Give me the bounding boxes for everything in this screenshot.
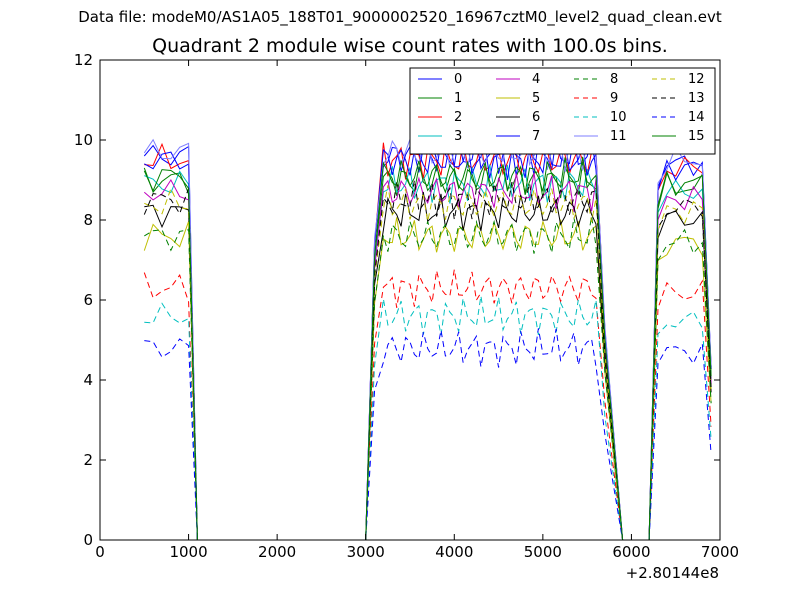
legend-label-10: 10 [610, 110, 627, 125]
series-line-0 [143, 136, 712, 541]
legend-label-3: 3 [454, 129, 462, 144]
chart-title: Quadrant 2 module wise count rates with … [152, 35, 668, 57]
legend-label-11: 11 [610, 129, 627, 144]
x-tick-label: 5000 [524, 543, 562, 561]
series-line-10 [144, 295, 712, 541]
legend-label-15: 15 [688, 129, 705, 144]
series-line-8 [144, 216, 712, 541]
x-offset-label: +2.80144e8 [626, 564, 719, 582]
legend-label-0: 0 [454, 72, 462, 87]
series-line-11 [143, 133, 712, 541]
legend-label-7: 7 [532, 129, 540, 144]
legend-label-6: 6 [532, 110, 540, 125]
legend-label-14: 14 [688, 110, 705, 125]
legend-label-12: 12 [688, 72, 705, 87]
series-line-2 [144, 142, 712, 541]
series-line-1 [143, 162, 712, 541]
y-tick-label: 12 [74, 51, 93, 69]
series-line-15 [143, 156, 712, 541]
x-tick-label: 2000 [258, 543, 296, 561]
legend-label-8: 8 [610, 72, 618, 87]
y-tick-label: 4 [83, 371, 93, 389]
x-tick-label: 6000 [612, 543, 650, 561]
series-line-6 [144, 191, 712, 541]
legend-label-9: 9 [610, 91, 618, 106]
series-line-14 [144, 328, 712, 541]
legend-label-4: 4 [532, 72, 540, 87]
y-tick-label: 0 [83, 531, 93, 549]
series-line-7 [144, 140, 712, 541]
x-tick-label: 3000 [347, 543, 385, 561]
x-tick-label: 0 [95, 543, 105, 561]
x-tick-label: 1000 [169, 543, 207, 561]
series-line-12 [144, 185, 712, 541]
legend-label-5: 5 [532, 91, 540, 106]
figure-suptitle: Data file: modeM0/AS1A05_188T01_90000025… [78, 8, 722, 26]
y-tick-label: 2 [83, 451, 93, 469]
legend-box [409, 67, 716, 155]
series-line-5 [143, 217, 712, 541]
series-line-9 [143, 269, 712, 541]
legend-label-13: 13 [688, 91, 705, 106]
legend-label-2: 2 [454, 110, 462, 125]
y-tick-label: 10 [74, 131, 93, 149]
x-tick-label: 4000 [435, 543, 473, 561]
x-tick-label: 7000 [701, 543, 739, 561]
series-line-4 [143, 172, 712, 541]
series-layer [143, 133, 712, 541]
series-line-13 [143, 180, 712, 541]
y-tick-label: 6 [83, 291, 93, 309]
y-tick-label: 8 [83, 211, 93, 229]
legend-label-1: 1 [454, 91, 462, 106]
